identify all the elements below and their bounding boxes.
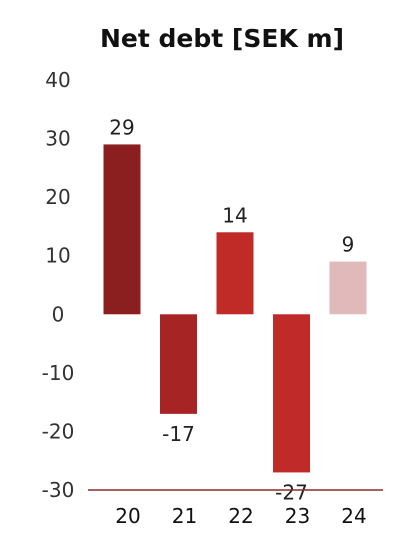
data-label-20: 29 — [109, 115, 134, 139]
x-tick-label: 23 — [285, 504, 310, 528]
y-tick-label: 40 — [45, 68, 70, 92]
y-axis-ticks: 40 30 20 10 0 -10 -20 -30 — [42, 68, 75, 502]
bar-21 — [160, 314, 197, 414]
y-tick-label: 30 — [45, 127, 70, 151]
x-tick-label: 24 — [341, 504, 366, 528]
data-label-23: -27 — [275, 480, 308, 504]
y-tick-label: 0 — [52, 302, 65, 326]
chart-title: Net debt [SEK m] — [100, 24, 344, 53]
y-tick-label: -30 — [42, 478, 75, 502]
bar-20 — [103, 144, 141, 315]
bar-23 — [273, 314, 310, 473]
y-tick-label: -20 — [42, 419, 75, 443]
data-labels: 29 -17 14 -27 9 — [109, 115, 354, 504]
data-label-24: 9 — [342, 233, 355, 257]
x-axis-ticks: 20 21 22 23 24 — [115, 504, 366, 528]
data-label-22: 14 — [222, 203, 247, 227]
x-tick-label: 22 — [228, 504, 253, 528]
bars — [103, 144, 367, 473]
data-label-21: -17 — [162, 422, 195, 446]
x-tick-label: 20 — [115, 504, 140, 528]
bar-24 — [329, 261, 367, 315]
y-tick-label: 20 — [45, 185, 70, 209]
y-tick-label: -10 — [42, 361, 75, 385]
bar-22 — [216, 232, 254, 315]
x-tick-label: 21 — [172, 504, 197, 528]
y-tick-label: 10 — [45, 244, 70, 268]
